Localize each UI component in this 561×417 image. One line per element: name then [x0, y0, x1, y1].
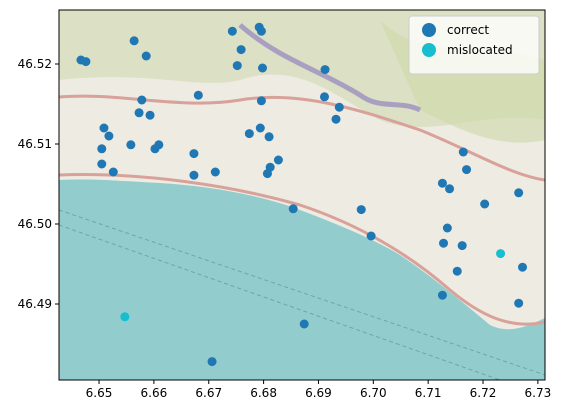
- x-tick-label: 6.69: [305, 386, 332, 400]
- point: [120, 312, 130, 322]
- point: [334, 102, 344, 112]
- point: [480, 199, 490, 209]
- point: [236, 45, 246, 55]
- point: [445, 184, 455, 194]
- point: [189, 170, 199, 180]
- point: [452, 266, 462, 276]
- point: [457, 241, 467, 251]
- point: [331, 114, 341, 124]
- x-tick-label: 6.65: [86, 386, 113, 400]
- x-tick-label: 6.73: [525, 386, 552, 400]
- point: [255, 123, 265, 133]
- point: [97, 159, 107, 169]
- x-tick-label: 6.70: [360, 386, 387, 400]
- x-tick-label: 6.68: [250, 386, 277, 400]
- point: [126, 140, 136, 150]
- legend-marker: [422, 23, 436, 37]
- point: [108, 167, 118, 177]
- point: [189, 149, 199, 159]
- point: [256, 96, 266, 106]
- point: [244, 129, 254, 139]
- point: [437, 290, 447, 300]
- legend-label: mislocated: [447, 43, 513, 57]
- point: [319, 92, 329, 102]
- point: [256, 26, 266, 36]
- x-tick-label: 6.71: [415, 386, 442, 400]
- point: [458, 147, 468, 157]
- point: [518, 262, 528, 272]
- point: [462, 165, 472, 175]
- point: [134, 108, 144, 118]
- point: [299, 319, 309, 329]
- x-tick-label: 6.67: [195, 386, 222, 400]
- legend-marker: [422, 43, 436, 57]
- x-tick-label: 6.72: [470, 386, 497, 400]
- point: [193, 90, 203, 100]
- legend-label: correct: [447, 23, 489, 37]
- plot-frame: [58, 9, 546, 381]
- point: [442, 223, 452, 233]
- y-tick-label: 46.51: [18, 137, 52, 151]
- point: [232, 61, 242, 71]
- point: [150, 144, 160, 154]
- point: [104, 131, 114, 141]
- point: [141, 51, 151, 61]
- point: [145, 110, 155, 120]
- point: [207, 357, 217, 367]
- point: [514, 298, 524, 308]
- point: [439, 238, 449, 248]
- point: [320, 65, 330, 75]
- points: [76, 22, 528, 367]
- point: [137, 95, 147, 105]
- point: [514, 188, 524, 198]
- point: [262, 169, 272, 179]
- point: [437, 178, 447, 188]
- point: [288, 204, 298, 214]
- point: [210, 167, 220, 177]
- point: [273, 155, 283, 165]
- x-tick-label: 6.66: [141, 386, 168, 400]
- legend-box: [408, 15, 540, 75]
- point: [99, 123, 109, 133]
- point: [366, 231, 376, 241]
- point: [129, 36, 139, 46]
- point: [496, 249, 506, 259]
- point: [81, 57, 91, 67]
- point: [97, 144, 107, 154]
- y-tick-label: 46.49: [18, 297, 52, 311]
- point: [356, 205, 366, 215]
- point: [258, 63, 268, 73]
- y-tick-label: 46.50: [18, 217, 52, 231]
- point: [264, 132, 274, 142]
- y-tick-label: 46.52: [18, 57, 52, 71]
- point: [227, 26, 237, 36]
